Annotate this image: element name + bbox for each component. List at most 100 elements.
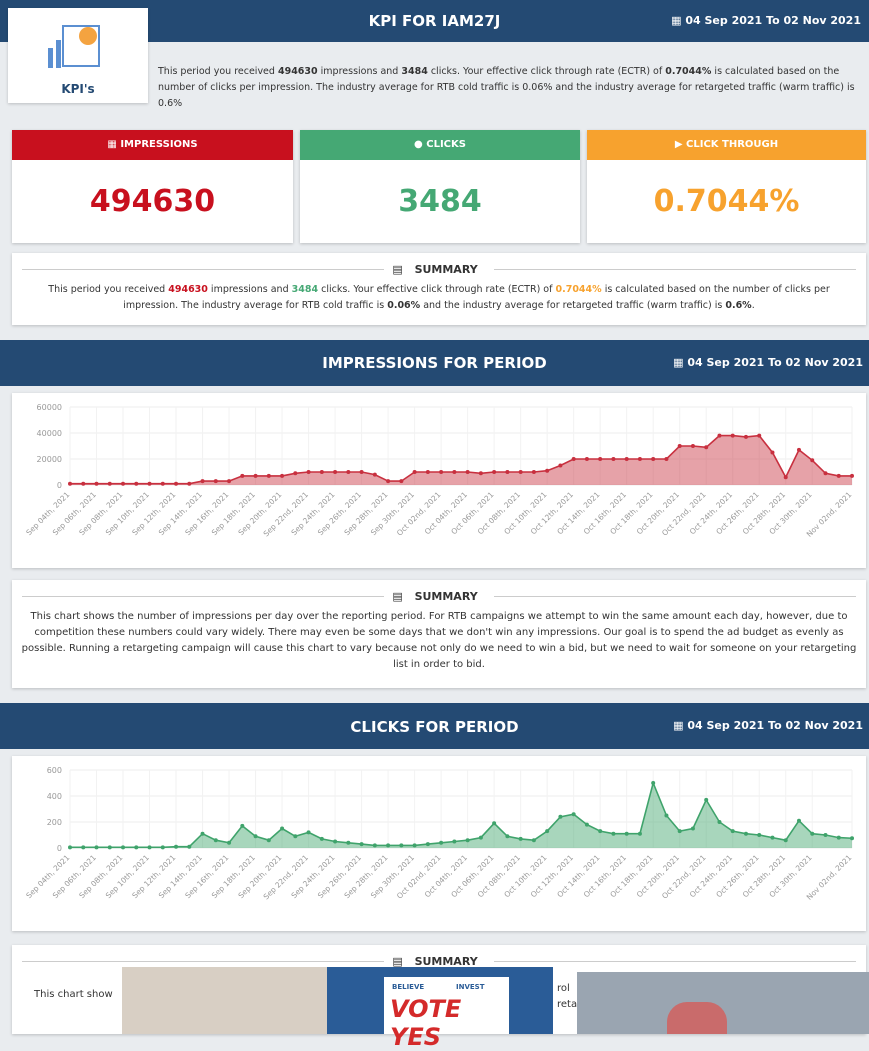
point xyxy=(797,448,801,452)
section-bar: IMPRESSIONS FOR PERIOD ▦ 04 Sep 2021 To … xyxy=(0,340,869,386)
point xyxy=(717,820,721,824)
x-tick-label: Sep 04th, 2021 xyxy=(24,853,71,900)
point xyxy=(134,845,138,849)
point xyxy=(850,474,854,478)
point xyxy=(214,479,218,483)
root: KPI FOR IAM27J ▦ 04 Sep 2021 To 02 Nov 2… xyxy=(0,0,869,1034)
date: 04 Sep 2021 To 02 Nov 2021 xyxy=(685,14,861,27)
point xyxy=(161,482,165,486)
point xyxy=(678,829,682,833)
x-tick-label: Sep 04th, 2021 xyxy=(24,490,71,537)
point xyxy=(532,838,536,842)
point xyxy=(519,470,523,474)
intro: This period you received 494630 impressi… xyxy=(158,64,858,112)
ad-text: INVEST xyxy=(456,983,484,991)
point xyxy=(744,435,748,439)
point xyxy=(386,479,390,483)
header-date: ▦ 04 Sep 2021 To 02 Nov 2021 xyxy=(671,14,861,27)
text: 3484 xyxy=(292,284,318,295)
point xyxy=(611,832,615,836)
point xyxy=(558,815,562,819)
point xyxy=(81,482,85,486)
kpi-label: ▦ IMPRESSIONS xyxy=(12,130,293,160)
point xyxy=(386,843,390,847)
point xyxy=(664,814,668,818)
text: 494630 xyxy=(168,284,208,295)
point xyxy=(68,482,72,486)
text: 0.6% xyxy=(725,300,751,311)
section-bar: CLICKS FOR PERIOD ▦ 04 Sep 2021 To 02 No… xyxy=(0,703,869,749)
point xyxy=(757,434,761,438)
point xyxy=(81,845,85,849)
kpi-card: ▶ CLICK THROUGH0.7044% xyxy=(587,130,866,243)
ad-image: BELIEVE INVEST VOTE YES xyxy=(122,967,553,1034)
point xyxy=(240,824,244,828)
summary-text: rol xyxy=(557,983,570,994)
point xyxy=(810,458,814,462)
point xyxy=(731,829,735,833)
point xyxy=(227,479,231,483)
point xyxy=(333,840,337,844)
point xyxy=(823,471,827,475)
point xyxy=(360,470,364,474)
point xyxy=(399,479,403,483)
point xyxy=(307,830,311,834)
point xyxy=(598,829,602,833)
point xyxy=(731,434,735,438)
point xyxy=(770,836,774,840)
point xyxy=(267,838,271,842)
page: {"header":{"title":"KPI FOR IAM27J","dat… xyxy=(0,0,869,1034)
text: 0.7044% xyxy=(665,66,711,77)
point xyxy=(823,833,827,837)
text: impressions and xyxy=(208,284,292,295)
point xyxy=(598,457,602,461)
summary-text: reta xyxy=(557,999,577,1010)
chart-card: 0200004000060000Sep 04th, 2021Sep 06th, … xyxy=(12,393,866,568)
point xyxy=(466,838,470,842)
point xyxy=(320,470,324,474)
point xyxy=(784,475,788,479)
point xyxy=(466,470,470,474)
point xyxy=(638,457,642,461)
text: 0.06% xyxy=(387,300,420,311)
summary: ▤ SUMMARY This period you received 49463… xyxy=(12,253,866,325)
date: 04 Sep 2021 To 02 Nov 2021 xyxy=(687,356,863,369)
point xyxy=(307,470,311,474)
summary-heading: ▤ SUMMARY xyxy=(22,955,856,962)
point xyxy=(439,841,443,845)
text: clicks. Your effective click through rat… xyxy=(318,284,555,295)
point xyxy=(545,829,549,833)
point xyxy=(505,470,509,474)
text: 3484 xyxy=(401,66,427,77)
label: CLICKS xyxy=(426,139,466,150)
point xyxy=(121,845,125,849)
date: 04 Sep 2021 To 02 Nov 2021 xyxy=(687,719,863,732)
y-tick-label: 400 xyxy=(47,792,62,801)
point xyxy=(320,837,324,841)
point xyxy=(519,837,523,841)
logo: KPI's xyxy=(8,8,148,103)
point xyxy=(280,474,284,478)
point xyxy=(240,474,244,478)
point xyxy=(558,464,562,468)
point xyxy=(837,474,841,478)
point xyxy=(346,470,350,474)
ad-text: BELIEVE xyxy=(392,983,424,991)
point xyxy=(691,444,695,448)
text: clicks. Your effective click through rat… xyxy=(428,66,665,77)
point xyxy=(492,470,496,474)
y-tick-label: 60000 xyxy=(37,403,62,412)
point xyxy=(413,470,417,474)
point xyxy=(346,841,350,845)
y-tick-label: 600 xyxy=(47,766,62,775)
heading: SUMMARY xyxy=(407,590,486,603)
point xyxy=(174,845,178,849)
area xyxy=(70,783,852,848)
label: IMPRESSIONS xyxy=(120,139,197,150)
point xyxy=(214,838,218,842)
point xyxy=(95,845,99,849)
point xyxy=(413,843,417,847)
ad-sign: BELIEVE INVEST VOTE YES xyxy=(384,977,509,1034)
point xyxy=(333,470,337,474)
point xyxy=(625,832,629,836)
